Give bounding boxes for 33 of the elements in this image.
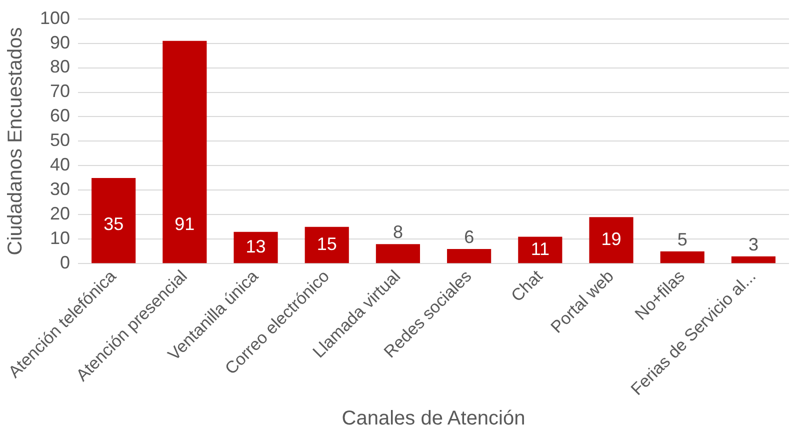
y-tick-label: 90	[50, 32, 70, 52]
bar	[731, 256, 776, 264]
y-axis-title: Ciudadanos Encuestados	[4, 27, 27, 256]
bar	[234, 232, 278, 264]
data-label: 91	[174, 214, 195, 234]
data-label: 6	[464, 226, 474, 247]
bar	[92, 178, 136, 264]
bar	[376, 244, 420, 264]
y-tick-label: 60	[50, 106, 70, 126]
y-tick-label: 30	[50, 179, 70, 200]
bar	[162, 40, 207, 264]
bar	[447, 248, 492, 264]
y-tick-label: 40	[50, 154, 70, 175]
data-label: 15	[316, 234, 337, 254]
x-axis-title: Canales de Atención	[342, 408, 526, 430]
bar	[660, 251, 704, 264]
bar	[518, 236, 562, 264]
y-tick-label: 50	[50, 130, 70, 150]
y-tick-label: 10	[50, 228, 70, 248]
y-tick-label: 0	[60, 252, 70, 273]
data-label: 8	[392, 222, 403, 242]
y-tick-label: 80	[50, 56, 70, 77]
bar	[589, 217, 634, 264]
data-label: 35	[104, 214, 124, 234]
y-tick-label: 20	[50, 204, 70, 224]
data-label: 19	[601, 229, 622, 250]
data-label: 5	[677, 229, 688, 250]
data-label: 11	[530, 238, 550, 259]
y-tick-label: 70	[50, 81, 70, 102]
data-label: 3	[748, 234, 758, 254]
bar	[304, 226, 349, 264]
y-tick-label: 100	[40, 8, 70, 28]
data-label: 13	[246, 236, 266, 256]
